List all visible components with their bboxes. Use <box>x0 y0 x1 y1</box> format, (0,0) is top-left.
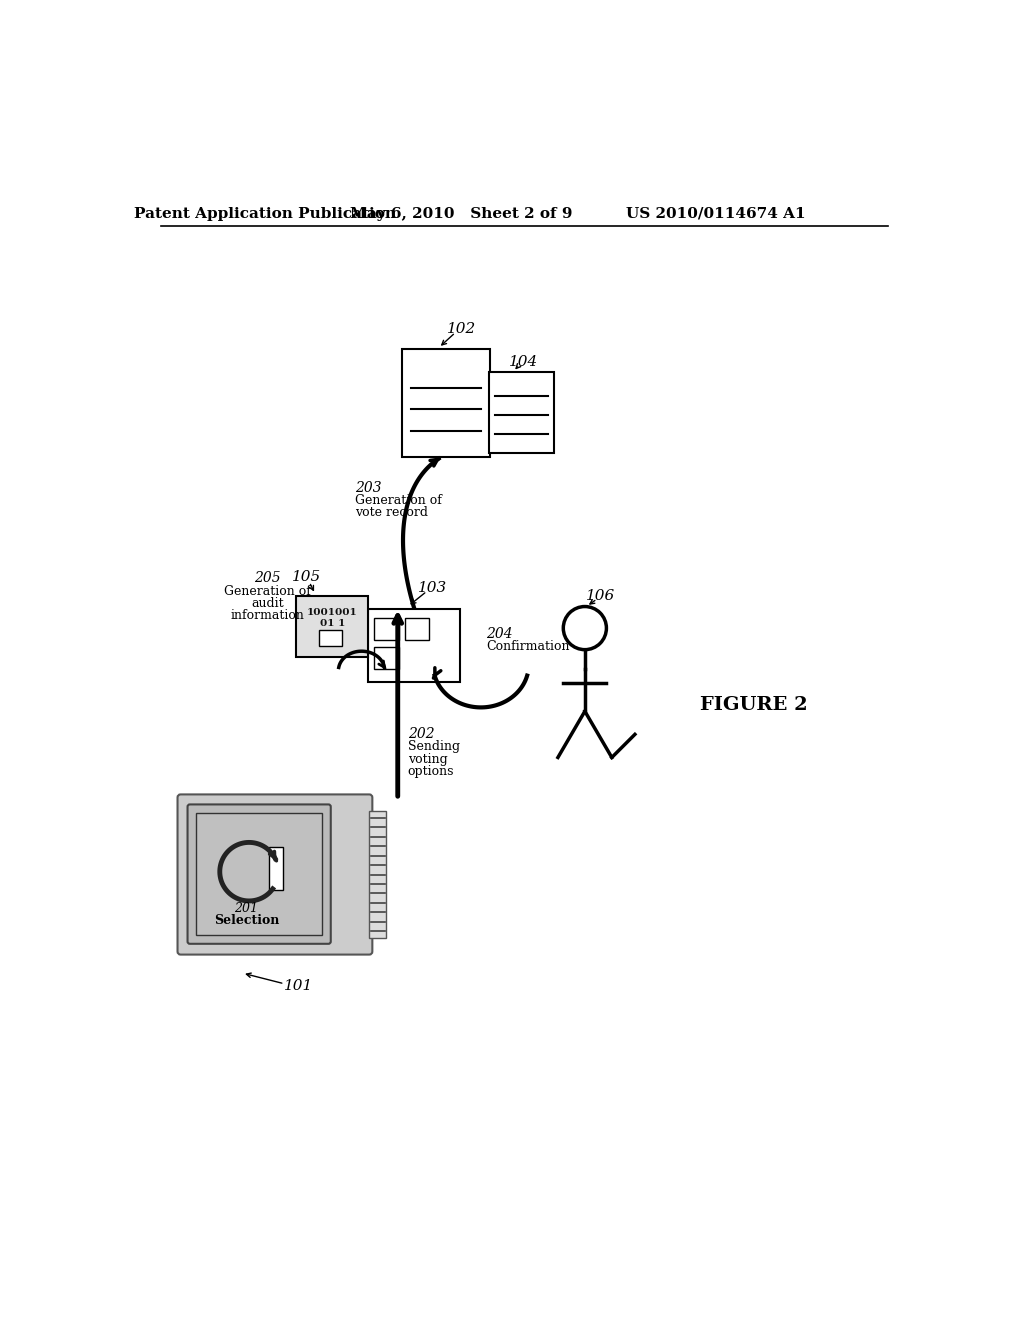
Text: 101: 101 <box>284 979 313 993</box>
Text: Sending: Sending <box>408 741 460 754</box>
Text: 102: 102 <box>447 322 476 337</box>
Text: information: information <box>230 610 304 622</box>
Text: 203: 203 <box>355 480 382 495</box>
Text: 01 1: 01 1 <box>319 619 345 628</box>
Bar <box>319 631 342 645</box>
Bar <box>370 812 386 937</box>
Text: US 2010/0114674 A1: US 2010/0114674 A1 <box>626 207 806 220</box>
Text: 106: 106 <box>586 589 614 603</box>
Text: 104: 104 <box>509 355 538 370</box>
Bar <box>368 609 460 682</box>
Bar <box>196 813 323 936</box>
Text: 105: 105 <box>292 569 321 583</box>
Text: Generation of: Generation of <box>224 585 311 598</box>
Bar <box>488 372 554 453</box>
Bar <box>374 647 398 669</box>
Bar <box>269 847 283 890</box>
Text: May 6, 2010   Sheet 2 of 9: May 6, 2010 Sheet 2 of 9 <box>350 207 572 220</box>
Text: audit: audit <box>251 597 284 610</box>
Text: 202: 202 <box>408 727 434 742</box>
Text: voting: voting <box>408 752 447 766</box>
Text: options: options <box>408 764 455 777</box>
FancyBboxPatch shape <box>177 795 373 954</box>
Text: 205: 205 <box>254 572 281 585</box>
Text: Selection: Selection <box>214 915 280 927</box>
Text: FIGURE 2: FIGURE 2 <box>700 696 808 714</box>
Text: vote record: vote record <box>355 506 428 519</box>
Bar <box>404 618 429 640</box>
FancyBboxPatch shape <box>187 804 331 944</box>
Text: Confirmation: Confirmation <box>486 640 569 653</box>
Text: Patent Application Publication: Patent Application Publication <box>134 207 396 220</box>
Text: 1001001: 1001001 <box>307 609 357 618</box>
Bar <box>296 595 369 657</box>
Text: Generation of: Generation of <box>355 494 442 507</box>
Text: 201: 201 <box>234 902 258 915</box>
Bar <box>401 350 490 457</box>
Bar <box>374 618 398 640</box>
Text: 204: 204 <box>486 627 513 642</box>
Text: 103: 103 <box>418 581 447 595</box>
